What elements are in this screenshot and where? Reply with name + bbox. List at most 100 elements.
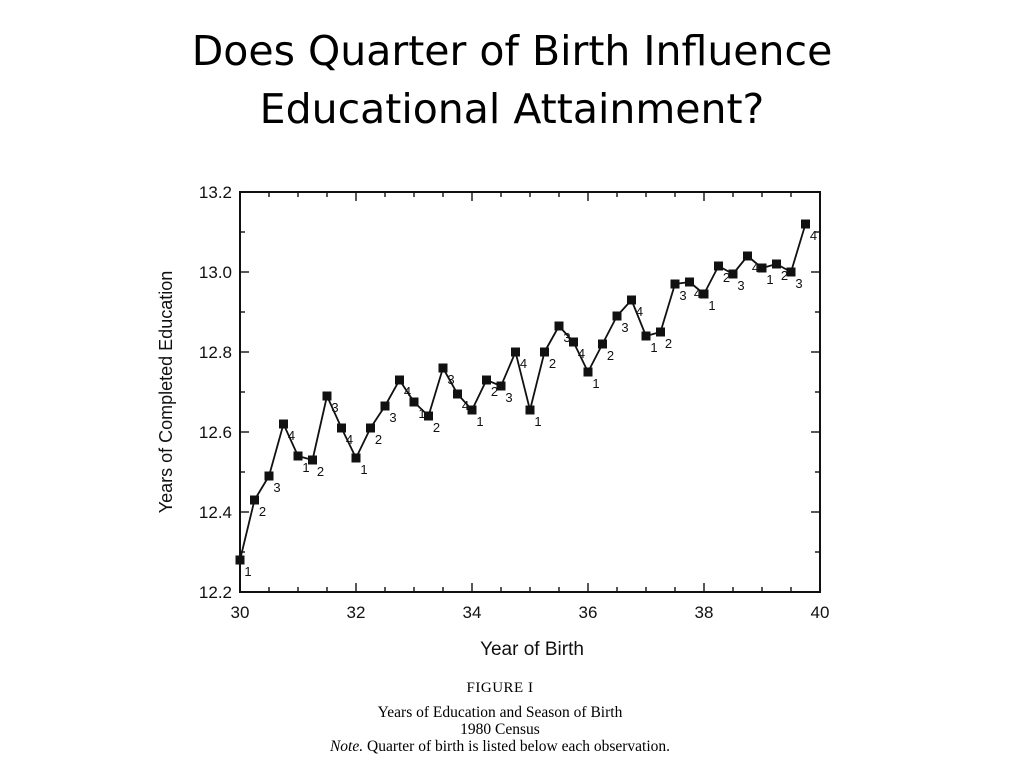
quarter-label: 2 [259,504,266,519]
quarter-label: 2 [607,348,614,363]
data-point-marker [757,263,767,273]
slide-title-line-2: Educational Attainment? [259,85,765,133]
data-point-marker [250,495,259,505]
data-point-marker [685,277,694,287]
quarter-label: 1 [476,414,483,429]
y-tick-label: 13.2 [199,183,232,202]
quarter-label: 1 [766,272,773,287]
x-tick-label: 30 [231,603,250,622]
data-point-marker [525,405,535,415]
x-tick-label: 32 [347,603,366,622]
quarter-label: 2 [433,420,440,435]
axis-ticks [239,191,821,593]
data-point-marker [467,405,477,415]
quarter-label: 2 [723,270,730,285]
data-point-marker [308,455,317,465]
data-point-marker [699,289,709,299]
data-point-marker [293,451,303,461]
quarter-label: 3 [563,330,570,345]
y-tick-label: 12.8 [199,343,232,362]
quarter-label: 2 [491,384,498,399]
data-point-marker [656,327,665,337]
data-point-marker [598,339,607,349]
caption-note-label: Note. [329,738,364,755]
caption-note: Note. Quarter of birth is listed below e… [240,738,760,756]
quarter-label: 1 [360,462,367,477]
x-tick-label: 38 [695,603,714,622]
data-point-marker [279,419,288,429]
caption-note-text: Quarter of birth is listed below each ob… [363,738,671,755]
data-point-marker [482,375,491,385]
data-point-marker [322,391,332,401]
data-point-marker [670,279,680,289]
slide-title: Does Quarter of Birth Influence Educatio… [0,22,1024,138]
caption-line-1: Years of Education and Season of Birth [377,704,623,721]
quarter-label: 1 [592,376,599,391]
data-point-marker [438,363,448,373]
quarter-label: 1 [534,414,541,429]
x-tick-label: 34 [463,603,482,622]
quarter-label: 1 [302,460,309,475]
data-point-marker [554,321,564,331]
data-point-marker [380,401,390,411]
quarter-label: 1 [418,406,425,421]
quarter-label: 3 [679,288,686,303]
quarter-label: 3 [389,410,396,425]
y-axis-label: Years of Completed Education [156,271,176,514]
quarter-label: 1 [650,340,657,355]
quarter-label: 2 [317,464,324,479]
data-point-marker [366,423,375,433]
y-tick-label: 12.4 [199,503,232,522]
data-point-marker [395,375,404,385]
data-point-marker [743,251,752,261]
quarter-label: 4 [636,304,643,319]
quarter-label: 4 [694,286,701,301]
quarter-label: 3 [273,480,280,495]
slide-title-line-1: Does Quarter of Birth Influence [191,27,833,75]
data-point-marker [337,423,346,433]
x-axis-label: Year of Birth [480,639,584,660]
data-point-marker [583,367,593,377]
series-markers [235,219,810,565]
quarter-label: 4 [520,356,527,371]
quarter-label: 4 [404,384,411,399]
data-point-marker [714,261,723,271]
data-point-marker [728,269,738,279]
data-point-marker [801,219,810,229]
quarter-label: 4 [810,228,817,243]
data-point-marker [641,331,651,341]
data-point-marker [786,267,796,277]
series-line [239,223,807,561]
quarter-label: 2 [549,356,556,371]
quarter-label: 4 [346,432,353,447]
figure-label: FIGURE I [466,680,534,696]
x-tick-label: 40 [811,603,830,622]
quarter-label: 3 [331,400,338,415]
quarter-label: 4 [462,398,469,413]
quarter-label: 3 [737,278,744,293]
quarter-label: 2 [665,336,672,351]
quarter-label: 3 [621,320,628,335]
quarter-label: 4 [288,428,295,443]
quarter-label: 3 [447,372,454,387]
quarter-label: 4 [752,260,759,275]
series-line-layer [239,223,807,561]
x-tick-label: 36 [579,603,598,622]
data-point-marker [511,347,520,357]
quarter-label: 1 [244,564,251,579]
y-tick-label: 13.0 [199,263,232,282]
data-point-marker [424,411,433,421]
data-point-marker [612,311,622,321]
caption-line-2: 1980 Census [460,721,540,738]
data-point-marker [351,453,361,463]
quarter-label: 4 [578,346,585,361]
quarter-label: 3 [795,276,802,291]
data-point-marker [569,337,578,347]
data-point-marker [772,259,781,269]
data-point-marker [235,555,245,565]
quarter-label: 2 [375,432,382,447]
data-point-marker [540,347,549,357]
